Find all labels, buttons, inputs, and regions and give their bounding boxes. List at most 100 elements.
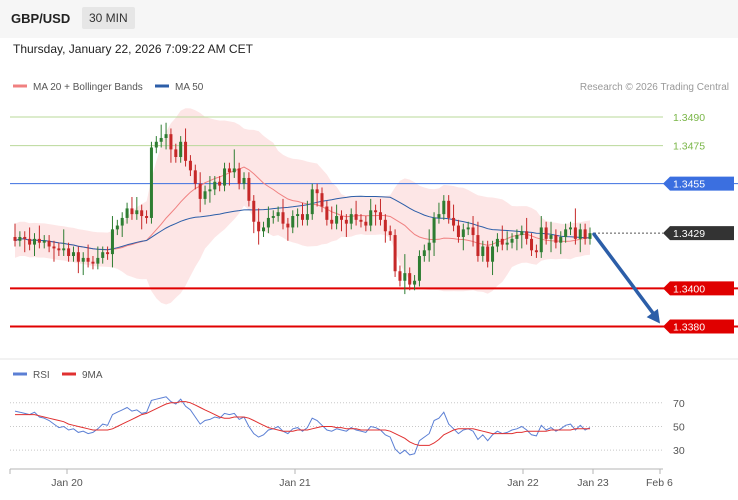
candle-body bbox=[257, 221, 261, 232]
candle-body bbox=[67, 248, 71, 257]
candle-body bbox=[276, 212, 280, 217]
candle-body bbox=[62, 248, 66, 251]
candle-body bbox=[42, 240, 46, 243]
candle-body bbox=[534, 250, 538, 253]
candle-body bbox=[461, 229, 465, 237]
candle-body bbox=[539, 227, 543, 253]
candle-body bbox=[427, 242, 431, 251]
candle-body bbox=[393, 235, 397, 272]
candle-body bbox=[223, 168, 227, 186]
candle-body bbox=[266, 217, 270, 228]
level-label: 1.3490 bbox=[673, 112, 705, 124]
candle-body bbox=[110, 229, 114, 255]
candle-body bbox=[154, 141, 158, 148]
candle-body bbox=[247, 177, 251, 201]
candle-body bbox=[18, 236, 22, 241]
candle-body bbox=[369, 210, 373, 226]
level-label: 1.3475 bbox=[673, 141, 705, 153]
candle-body bbox=[52, 246, 56, 249]
candle-body bbox=[544, 227, 548, 239]
price-levels bbox=[10, 116, 738, 328]
chart-header: GBP/USD 30 MIN bbox=[0, 0, 738, 38]
candle-body bbox=[466, 227, 470, 230]
candle-body bbox=[296, 214, 300, 217]
rsi-tick-label: 50 bbox=[673, 421, 685, 433]
candle-body bbox=[125, 208, 129, 218]
rsi-line bbox=[14, 396, 591, 456]
candle-body bbox=[471, 227, 475, 236]
x-axis-labels: Jan 20 Jan 21 Jan 22 Jan 23 Feb 6 bbox=[9, 469, 673, 489]
candlesticks bbox=[13, 122, 592, 295]
candle-body bbox=[271, 216, 275, 218]
rsi-legend: RSI 9MA bbox=[13, 370, 103, 381]
level-label: 1.3380 bbox=[673, 321, 705, 333]
x-tick-label: Feb 6 bbox=[646, 477, 673, 489]
x-tick-label: Jan 20 bbox=[51, 477, 83, 489]
candle-body bbox=[23, 236, 27, 239]
price-tags: 1.3490 1.3475 1.3455 1.3429 1.3400 1.3380 bbox=[663, 112, 734, 334]
rsi-tick-label: 30 bbox=[673, 445, 685, 457]
candle-body bbox=[135, 210, 139, 215]
candle-body bbox=[330, 219, 334, 224]
candle-body bbox=[71, 252, 75, 257]
candle-body bbox=[227, 168, 231, 173]
candle-body bbox=[203, 191, 207, 199]
candle-body bbox=[486, 246, 490, 262]
candle-body bbox=[515, 235, 519, 239]
candle-body bbox=[510, 238, 514, 243]
candle-body bbox=[568, 227, 573, 230]
candle-body bbox=[378, 212, 382, 220]
price-legend: MA 20 + Bollinger Bands MA 50 bbox=[13, 82, 204, 93]
candle-body bbox=[184, 141, 188, 161]
timeframe-button[interactable]: 30 MIN bbox=[82, 7, 135, 29]
candle-body bbox=[588, 233, 592, 239]
candle-body bbox=[505, 242, 509, 245]
candle-body bbox=[344, 219, 348, 224]
candle-body bbox=[28, 238, 32, 245]
level-label: 1.3429 bbox=[673, 228, 705, 240]
candle-body bbox=[364, 221, 368, 226]
level-label: 1.3400 bbox=[673, 283, 705, 295]
candle-body bbox=[193, 170, 197, 184]
candle-body bbox=[525, 231, 529, 239]
candle-body bbox=[530, 238, 534, 251]
candle-body bbox=[520, 231, 524, 236]
legend-label-ma50: MA 50 bbox=[175, 82, 204, 93]
level-label: 1.3455 bbox=[673, 179, 705, 191]
candle-body bbox=[159, 137, 163, 142]
candle-body bbox=[495, 238, 499, 247]
projection-arrow bbox=[592, 232, 660, 324]
candle-body bbox=[130, 208, 134, 215]
candle-body bbox=[145, 216, 149, 218]
candle-body bbox=[164, 134, 168, 138]
timestamp: Thursday, January 22, 2026 7:09:22 AM CE… bbox=[13, 42, 253, 56]
symbol-label: GBP/USD bbox=[11, 11, 71, 26]
candle-body bbox=[374, 210, 378, 213]
level-tag-bg bbox=[663, 281, 734, 296]
candle-body bbox=[237, 168, 241, 184]
legend-label-9ma: 9MA bbox=[82, 370, 103, 381]
candle-body bbox=[242, 177, 246, 184]
candle-body bbox=[573, 227, 577, 239]
candle-body bbox=[81, 257, 85, 262]
candle-body bbox=[335, 216, 339, 224]
candle-body bbox=[564, 229, 568, 237]
candle-body bbox=[398, 271, 402, 281]
x-tick-label: Jan 22 bbox=[507, 477, 539, 489]
candle-body bbox=[174, 149, 178, 158]
candle-body bbox=[300, 214, 305, 220]
candle-body bbox=[213, 181, 217, 190]
candle-body bbox=[13, 236, 17, 241]
candle-body bbox=[476, 235, 480, 257]
level-tag-bg bbox=[663, 176, 734, 191]
candle-body bbox=[310, 189, 314, 215]
candle-body bbox=[188, 160, 192, 171]
candle-body bbox=[140, 210, 144, 217]
rsi-9ma-line bbox=[15, 401, 590, 446]
candle-body bbox=[291, 216, 295, 228]
candle-body bbox=[76, 252, 80, 262]
candle-body bbox=[447, 200, 451, 218]
candle-body bbox=[47, 240, 51, 247]
legend-swatch-ma50 bbox=[155, 84, 169, 88]
legend-swatch-rsi bbox=[13, 372, 27, 376]
